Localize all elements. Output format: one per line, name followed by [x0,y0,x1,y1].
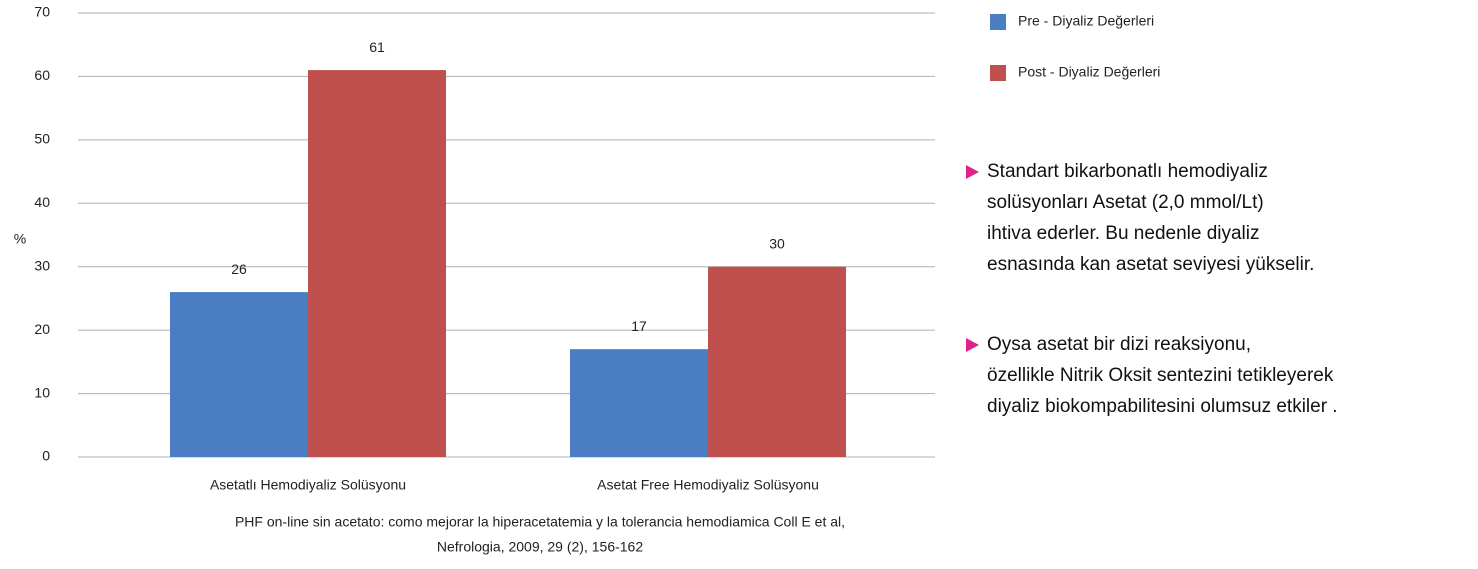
legend-label: Post - Diyaliz Değerleri [1018,64,1160,80]
value-label: 61 [369,39,385,55]
bullet-text: solüsyonları Asetat (2,0 mmol/Lt) [987,192,1264,213]
y-tick-label: 20 [34,321,50,337]
value-label: 30 [769,235,785,251]
y-tick-label: 40 [34,194,50,210]
legend-label: Pre - Diyaliz Değerleri [1018,13,1154,29]
y-axis-label: % [14,231,26,247]
bullet-text: ihtiva ederler. Bu nedenle diyaliz [987,223,1260,244]
x-tick-label: Asetatlı Hemodiyaliz Solüsyonu [210,477,406,493]
bar [708,266,846,457]
legend-swatch [990,65,1006,81]
y-tick-label: 50 [34,131,50,147]
bullet-marker [966,165,979,179]
caption: PHF on-line sin acetato: como mejorar la… [235,514,845,530]
y-tick-label: 30 [34,257,50,273]
caption: Nefrologia, 2009, 29 (2), 156-162 [437,539,643,555]
bar [570,349,708,457]
y-tick-label: 70 [34,4,50,20]
bar [170,292,308,457]
bullet-text: esnasında kan asetat seviyesi yükselir. [987,254,1314,275]
y-tick-label: 10 [34,384,50,400]
x-tick-label: Asetat Free Hemodiyaliz Solüsyonu [597,477,819,493]
y-tick-label: 60 [34,67,50,83]
bullet-text: diyaliz biokompabilitesini olumsuz etkil… [987,396,1338,417]
y-tick-label: 0 [42,448,50,464]
bullet-marker [966,338,979,352]
bar [308,70,446,457]
bullet-text: Standart bikarbonatlı hemodiyaliz [987,161,1268,182]
bullet-text: özellikle Nitrik Oksit sentezini tetikle… [987,365,1334,386]
value-label: 26 [231,261,247,277]
bullet-text: Oysa asetat bir dizi reaksiyonu, [987,334,1251,355]
legend-swatch [990,14,1006,30]
value-label: 17 [631,318,647,334]
